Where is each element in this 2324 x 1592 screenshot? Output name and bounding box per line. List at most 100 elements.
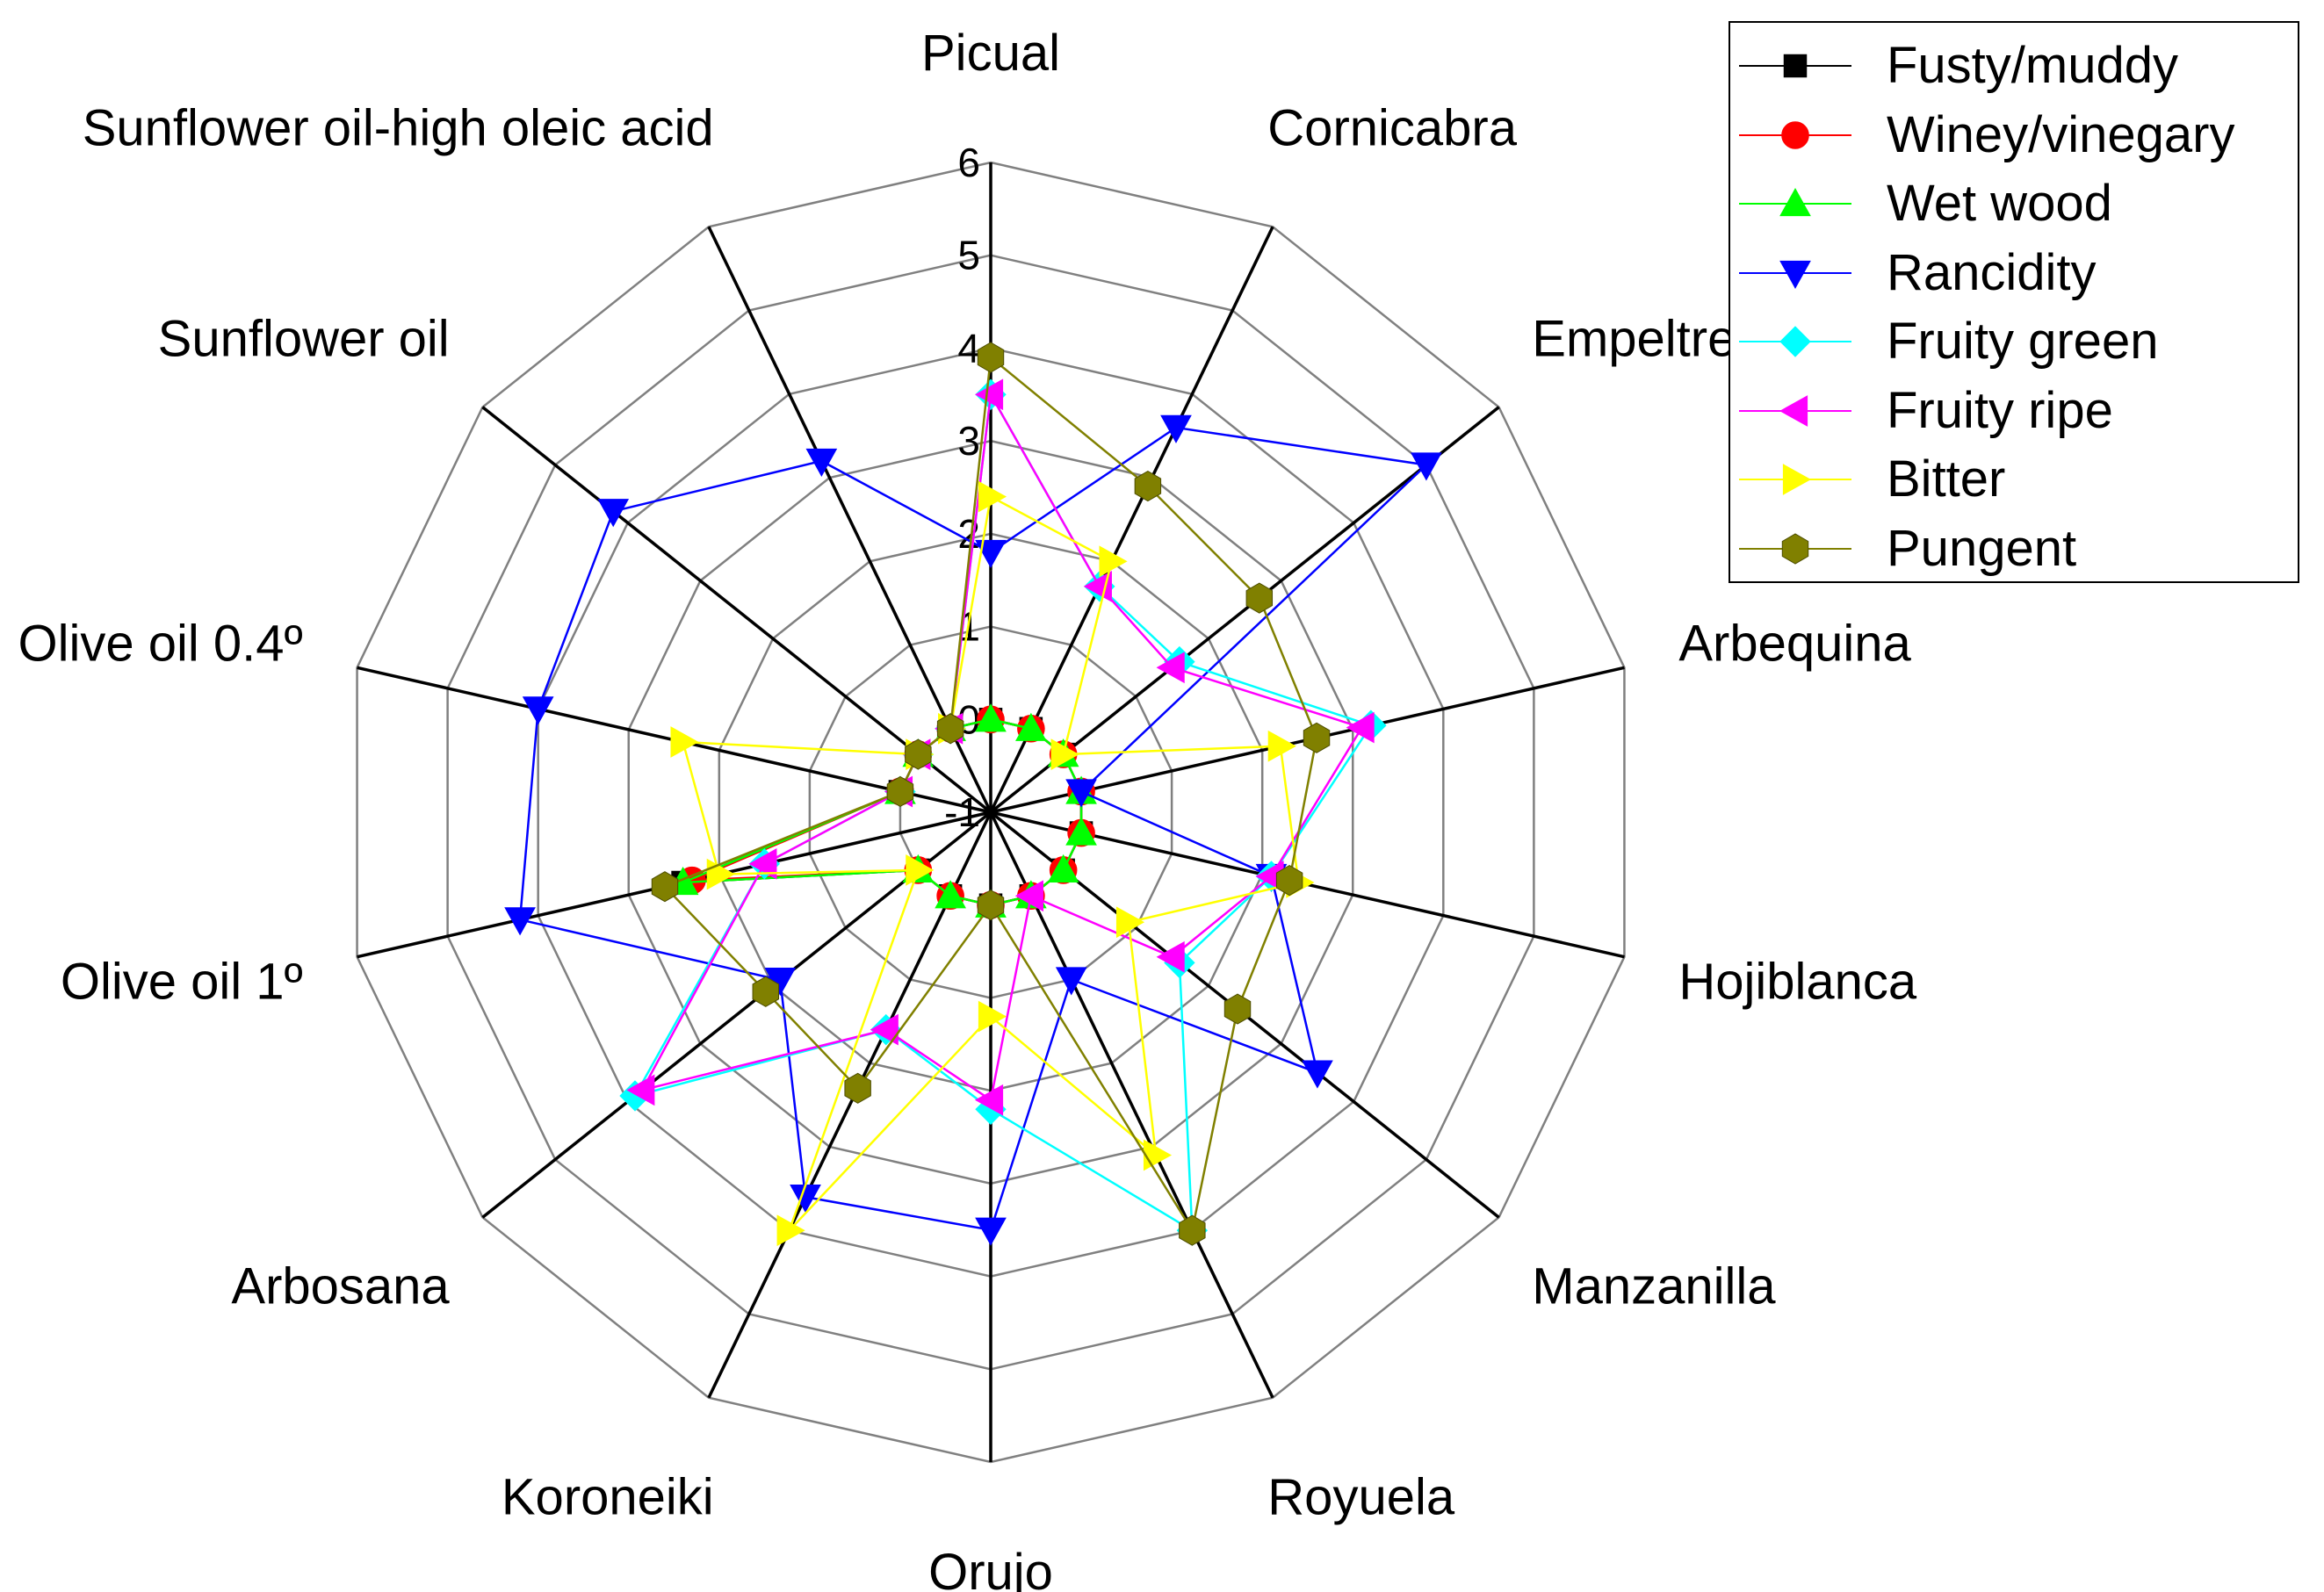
- data-point: [978, 1000, 1007, 1033]
- data-point: [886, 775, 914, 808]
- data-point: [1050, 738, 1079, 770]
- data-point: [1015, 712, 1047, 741]
- legend-label: Wet wood: [1887, 175, 2112, 232]
- data-point: [1179, 1214, 1206, 1246]
- data-point: [752, 976, 780, 1007]
- axis-label: Sunflower oil: [158, 311, 450, 368]
- data-point: [1156, 940, 1185, 973]
- data-point: [977, 342, 1005, 373]
- data-point: [975, 539, 1007, 569]
- axis-label: Manzanilla: [1532, 1257, 1776, 1315]
- data-point: [978, 480, 1007, 513]
- data-point: [522, 696, 554, 725]
- data-point: [776, 1214, 805, 1247]
- data-point: [504, 907, 536, 936]
- data-point: [870, 1013, 899, 1046]
- tick-label: 4: [957, 325, 980, 371]
- data-point: [1303, 722, 1331, 753]
- data-point: [844, 1072, 871, 1104]
- tick-label: 5: [957, 233, 980, 278]
- legend-label: Rancidity: [1887, 243, 2097, 301]
- axis-label: Olive oil 0.4º: [18, 616, 302, 673]
- tick-label: 6: [957, 140, 980, 185]
- legend-item: Bitter: [1730, 445, 2298, 514]
- axis-label: Royuela: [1267, 1468, 1455, 1525]
- data-point: [1302, 1060, 1333, 1089]
- series-pungent: [651, 342, 1331, 1246]
- data-point: [906, 854, 935, 886]
- legend-marker-icon: [1779, 260, 1811, 289]
- legend-item: Pungent: [1730, 515, 2298, 583]
- data-point: [1143, 1139, 1173, 1171]
- legend-label: Fruity ripe: [1887, 381, 2113, 439]
- data-point: [936, 713, 964, 745]
- legend-item: Fruity ripe: [1730, 377, 2298, 445]
- legend-marker-icon: [1782, 464, 1812, 495]
- data-point: [626, 1074, 655, 1106]
- data-point: [1267, 730, 1296, 762]
- axis-label: Empeltre: [1532, 311, 1736, 368]
- legend-marker-icon: [1779, 326, 1811, 357]
- data-point: [1160, 414, 1192, 443]
- axis-label: Olive oil 1º: [61, 953, 303, 1010]
- legend-marker-icon: [1779, 187, 1811, 217]
- axis-label: Cornicabra: [1267, 100, 1517, 157]
- data-point: [1156, 652, 1185, 684]
- data-point: [651, 871, 679, 903]
- series-rancidity: [504, 414, 1442, 1246]
- data-point: [1411, 452, 1442, 481]
- axis-label: Hojiblanca: [1678, 953, 1917, 1010]
- legend-item: Wet wood: [1730, 169, 2298, 238]
- axis-spoke: [707, 811, 992, 1399]
- data-point: [1223, 993, 1252, 1025]
- axis-label: Koroneiki: [502, 1468, 714, 1525]
- data-point: [805, 448, 838, 477]
- data-point: [1245, 582, 1274, 614]
- series-wet-wood: [667, 703, 1097, 918]
- tick-label: -1: [944, 789, 980, 835]
- data-point: [977, 890, 1005, 921]
- data-point: [1099, 545, 1128, 578]
- axis-label: Sunflower oil-high oleic acid: [83, 100, 714, 157]
- legend-label: Bitter: [1887, 450, 2006, 508]
- data-point: [1083, 570, 1112, 602]
- data-point: [670, 726, 699, 758]
- data-point: [1055, 967, 1087, 996]
- legend-label: Winey/vinegary: [1887, 105, 2235, 163]
- axis-spoke: [707, 226, 992, 813]
- legend-marker-icon: [1779, 394, 1808, 427]
- legend-item: Winey/vinegary: [1730, 101, 2298, 169]
- axis-spoke: [989, 811, 1274, 1399]
- data-point: [748, 847, 777, 880]
- data-point: [1115, 906, 1145, 939]
- axis-spoke: [989, 406, 1500, 814]
- data-point: [905, 738, 932, 770]
- legend-item: Rancidity: [1730, 239, 2298, 307]
- legend-marker-icon: [1783, 54, 1808, 78]
- data-point: [1346, 711, 1375, 744]
- data-point: [974, 378, 1004, 411]
- data-point: [974, 1084, 1004, 1116]
- tick-label: 3: [957, 418, 980, 464]
- data-point: [1014, 880, 1043, 912]
- legend-item: Fusty/muddy: [1730, 32, 2298, 100]
- axis-label: Orujo: [928, 1544, 1053, 1592]
- legend: Fusty/muddy Winey/vinegary Wet wood Rancidi…: [1729, 21, 2299, 583]
- legend-label: Fruity green: [1887, 313, 2159, 370]
- data-point: [975, 1217, 1007, 1246]
- data-point: [597, 499, 630, 528]
- legend-marker-icon: [1781, 532, 1809, 565]
- data-point: [1065, 779, 1097, 808]
- legend-marker-icon: [1781, 120, 1809, 149]
- data-point: [935, 880, 966, 909]
- axis-label: Arbosana: [231, 1257, 450, 1315]
- axis-spoke: [989, 226, 1274, 813]
- axis-label: Picual: [921, 25, 1060, 82]
- axis-label: Arbequina: [1678, 616, 1911, 673]
- radar-series: [504, 342, 1442, 1247]
- data-point: [1134, 470, 1162, 502]
- legend-label: Pungent: [1887, 519, 2077, 577]
- data-point: [1275, 865, 1303, 897]
- data-point: [1065, 817, 1097, 846]
